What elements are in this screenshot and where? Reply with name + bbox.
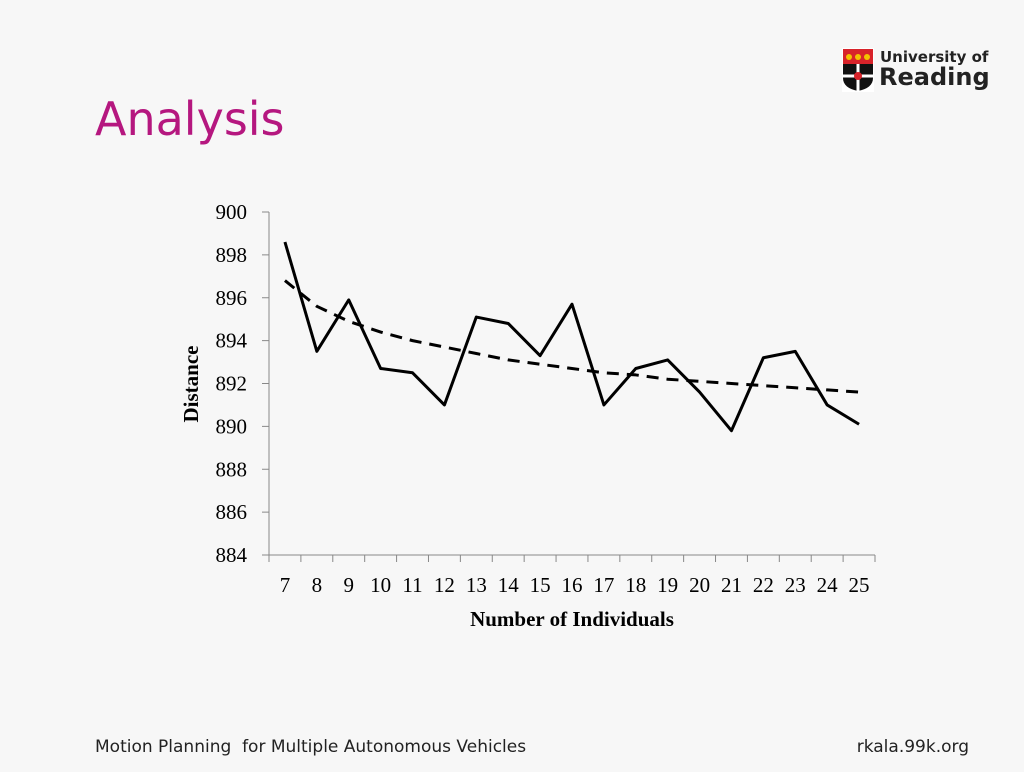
x-tick-label: 12 [434, 573, 455, 597]
y-tick-label: 892 [216, 372, 248, 396]
x-tick-label: 9 [343, 573, 354, 597]
x-tick-label: 22 [753, 573, 774, 597]
x-tick-label: 15 [530, 573, 551, 597]
y-ticks: 884 886 888 890 892 894 896 898 900 [216, 200, 270, 567]
footer-course-title: Motion Planning for Multiple Autonomous … [95, 737, 526, 757]
x-tick-label: 8 [312, 573, 323, 597]
chart-axes [269, 212, 875, 555]
x-tick-label: 21 [721, 573, 742, 597]
x-tick-label: 10 [370, 573, 391, 597]
y-tick-label: 896 [216, 286, 248, 310]
footer-website: rkala.99k.org [857, 737, 969, 757]
y-tick-label: 884 [216, 543, 248, 567]
x-tick-label: 13 [466, 573, 487, 597]
x-tick-label: 19 [657, 573, 678, 597]
x-tick-label: 7 [280, 573, 291, 597]
y-tick-label: 900 [216, 200, 248, 224]
x-tick-label: 16 [562, 573, 583, 597]
y-tick-label: 898 [216, 243, 248, 267]
x-tick-label: 25 [849, 573, 870, 597]
x-tick-label: 23 [785, 573, 806, 597]
trendline-series [285, 281, 859, 392]
y-tick-label: 886 [216, 500, 248, 524]
y-tick-label: 890 [216, 414, 248, 438]
x-tick-label: 14 [498, 573, 520, 597]
x-tick-label: 17 [593, 573, 614, 597]
y-tick-label: 894 [216, 329, 248, 353]
y-tick-label: 888 [216, 457, 248, 481]
distance-series-line [285, 242, 859, 431]
x-tick-label: 18 [625, 573, 646, 597]
y-axis-label: Distance [179, 346, 203, 423]
x-tick-label: 11 [402, 573, 422, 597]
x-tick-label: 20 [689, 573, 710, 597]
x-axis-label: Number of Individuals [470, 607, 674, 631]
x-tick-label: 24 [817, 573, 839, 597]
chart-series [285, 242, 859, 431]
